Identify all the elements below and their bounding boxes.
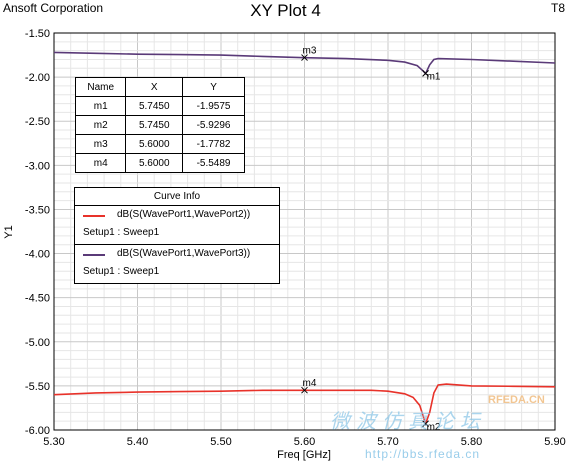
watermark-url: http://bbs.rfeda.cn (365, 447, 481, 461)
marker-table-cell: m1 (74, 96, 127, 116)
marker-table-row: m3 5.6000 -1.7782 (74, 134, 245, 154)
y-tick-label: -1.50 (25, 28, 50, 40)
marker-point (422, 70, 429, 77)
y-tick-label: -4.00 (25, 249, 50, 261)
legend-swatch-2 (83, 254, 105, 256)
legend-series-setup: Setup1 : Sweep1 (83, 266, 160, 277)
y-tick-label: -3.00 (25, 160, 50, 172)
legend-swatch-1 (83, 215, 105, 217)
marker-table-cell: Y (182, 77, 245, 97)
marker-label-m4: m4 (303, 378, 317, 389)
plot-curves (53, 51, 556, 427)
company-name: Ansoft Corporation (3, 1, 104, 15)
marker-label-m2: m2 (427, 422, 441, 433)
legend-series-name: dB(S(WavePort1,WavePort2)) (117, 209, 251, 220)
y-tick-label: -3.50 (25, 204, 50, 216)
x-tick-label: 5.40 (127, 436, 148, 448)
x-tick-label: 5.30 (43, 436, 64, 448)
y-tick-label: -2.50 (25, 116, 50, 128)
y-tick-label: -4.50 (25, 293, 50, 305)
curve-info-legend: Curve Info dB(S(WavePort1,WavePort2)) Se… (74, 187, 280, 284)
legend-series-setup: Setup1 : Sweep1 (83, 227, 160, 238)
marker-table-cell: 5.6000 (125, 153, 184, 173)
marker-table-cell: -5.9296 (182, 115, 245, 135)
marker-point (422, 420, 429, 428)
x-tick-label: 5.80 (461, 436, 482, 448)
marker-table-cell: m4 (74, 153, 127, 173)
marker-label-m3: m3 (303, 46, 317, 57)
x-axis-label: Freq [GHz] (277, 449, 331, 461)
marker-point (301, 54, 308, 61)
watermark-chinese: 微波仿真论坛 (330, 411, 486, 433)
x-tick-label: 5.70 (377, 436, 398, 448)
marker-table-row: m2 5.7450 -5.9296 (74, 115, 245, 135)
marker-table-cell: Name (74, 77, 127, 97)
marker-table-cell: X (125, 77, 184, 97)
watermark-brand: RFEDA.CN (488, 394, 545, 406)
y-tick-label: -5.50 (25, 381, 50, 393)
marker-table-cell: 5.7450 (125, 115, 184, 135)
axis-ticks: 5.30 5.40 5.50 5.60 5.70 5.80 5.90 -1.50 -2.00 -2… (25, 28, 566, 448)
y-axis-label: Y1 (3, 225, 15, 238)
plot-markers: m1 m2 m3 m4 (301, 46, 441, 433)
plot-title: XY Plot 4 (250, 1, 321, 20)
marker-table-cell: 5.6000 (125, 134, 184, 154)
x-tick-label: 5.60 (294, 436, 315, 448)
plot-frame (53, 32, 556, 431)
y-tick-label: -6.00 (25, 425, 50, 437)
x-tick-label: 5.50 (210, 436, 231, 448)
legend-series-name: dB(S(WavePort1,WavePort3)) (117, 248, 251, 259)
marker-table-row: m1 5.7450 -1.9575 (74, 96, 245, 116)
y-tick-label: -2.00 (25, 72, 50, 84)
marker-table-cell: -1.7782 (182, 134, 245, 154)
legend-entry: dB(S(WavePort1,WavePort2)) Setup1 : Swee… (75, 206, 279, 244)
series-line-2 (53, 51, 556, 76)
marker-table-header: Name X Y (74, 77, 245, 97)
marker-point (301, 386, 308, 394)
x-tick-label: 5.90 (544, 436, 565, 448)
y-tick-label: -5.00 (25, 337, 50, 349)
marker-table-cell: m3 (74, 134, 127, 154)
series-line-1 (53, 383, 556, 427)
marker-table-cell: 5.7450 (125, 96, 184, 116)
marker-table-row: m4 5.6000 -5.5489 (74, 153, 245, 173)
marker-label-m1: m1 (427, 71, 441, 82)
marker-table-cell: -5.5489 (182, 153, 245, 173)
marker-table-cell: -1.9575 (182, 96, 245, 116)
curve-info-title: Curve Info (75, 188, 279, 206)
marker-table-cell: m2 (74, 115, 127, 135)
legend-entry: dB(S(WavePort1,WavePort3)) Setup1 : Swee… (75, 244, 279, 283)
plot-tag: T8 (550, 1, 565, 15)
